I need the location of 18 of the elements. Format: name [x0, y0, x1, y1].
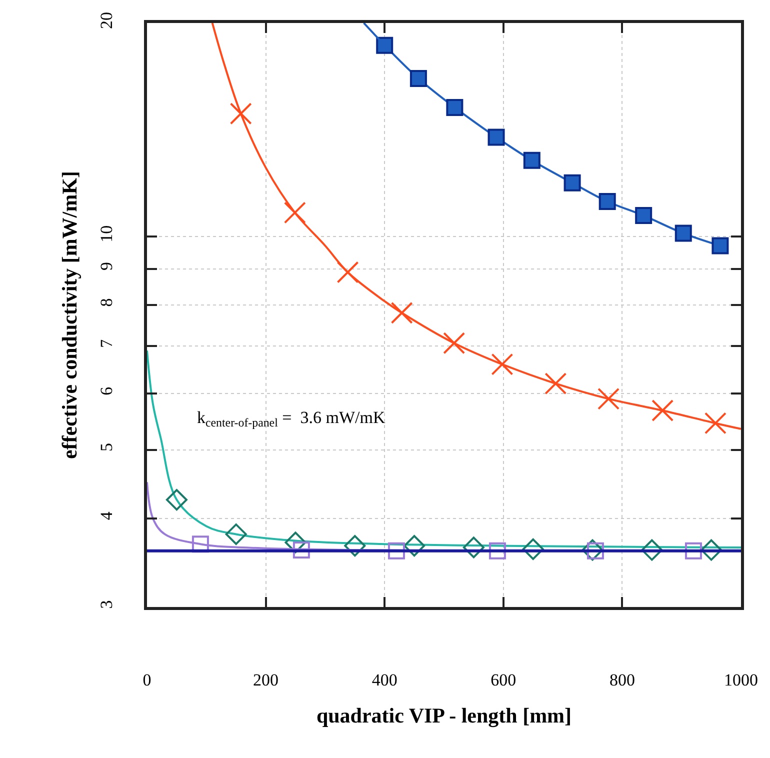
x-tick-label: 600 [490, 670, 516, 690]
x-tick-label: 0 [142, 670, 152, 690]
y-tick-label: 20 [97, 12, 116, 29]
x-tick-label: 400 [372, 670, 398, 690]
y-axis-title: effective conductivity [mW/mK] [57, 170, 82, 460]
x-axis-title: quadratic VIP - length [mm] [316, 704, 572, 728]
x-tick-label: 1000 [724, 670, 758, 690]
y-tick-label: 7 [97, 338, 116, 348]
y-tick-label: 6 [97, 386, 116, 396]
y-tick-label: 8 [97, 298, 116, 307]
y-tick-label: 4 [97, 511, 116, 520]
y-tick-label: 5 [97, 442, 116, 452]
x-tick-label: 200 [253, 670, 279, 690]
x-tick-label: 800 [609, 670, 635, 690]
annotation: k$_{center-of-panel}$ = 3.6 mW/mK [197, 408, 386, 430]
y-tick-label: 9 [97, 262, 116, 271]
y-tick-label: 3 [97, 600, 116, 609]
y-tick-label: 10 [97, 225, 116, 242]
